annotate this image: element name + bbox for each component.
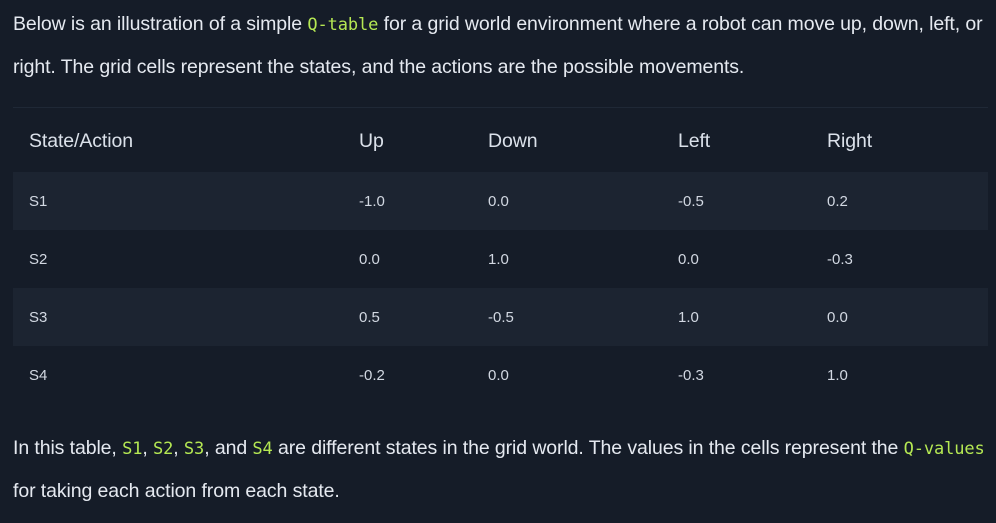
cell-up: -1.0 [343,172,472,230]
header-down: Down [488,130,538,152]
cell-down: 1.0 [472,230,662,288]
outro-text: In this table, [13,437,123,459]
cell-up: -0.2 [343,346,472,404]
cell-down: -0.5 [472,288,662,346]
cell-right: -0.3 [811,230,988,288]
cell-up: 0.0 [343,230,472,288]
table-top-divider [13,107,988,108]
outro-text: are different states in the grid world. … [272,437,904,459]
table-row: S3 0.5 -0.5 1.0 0.0 [13,288,988,346]
cell-state: S2 [13,230,343,288]
cell-state: S3 [13,288,343,346]
inline-code-s4: S4 [252,439,273,459]
cell-right: 1.0 [811,346,988,404]
cell-left: -0.3 [662,346,811,404]
outro-text: , and [204,437,253,459]
inline-code-s2: S2 [153,439,174,459]
outro-text: , [173,437,184,459]
table-row: S1 -1.0 0.0 -0.5 0.2 [13,172,988,230]
cell-left: -0.5 [662,172,811,230]
inline-code-q-values: Q-values [903,439,985,459]
inline-code-s1: S1 [122,439,143,459]
header-up: Up [359,130,384,152]
inline-code-s3: S3 [183,439,205,459]
intro-paragraph: Below is an illustration of a simple Q-t… [13,3,986,88]
outro-text: for taking each action from each state. [13,480,340,502]
cell-state: S1 [13,172,343,230]
table-row: S2 0.0 1.0 0.0 -0.3 [13,230,988,288]
q-table: State/Action Up Down Left Right S1 -1.0 … [13,111,988,404]
header-right: Right [827,130,873,152]
table-header-row: State/Action Up Down Left Right [13,111,988,172]
outro-text: , [142,437,153,459]
table-row: S4 -0.2 0.0 -0.3 1.0 [13,346,988,404]
header-left: Left [678,130,711,152]
intro-text-after: for a grid world environment where a rob… [13,13,983,78]
header-state-action: State/Action [29,130,133,152]
outro-paragraph: In this table, S1, S2, S3, and S4 are di… [13,427,986,512]
cell-right: 0.2 [811,172,988,230]
cell-down: 0.0 [472,346,662,404]
cell-left: 1.0 [662,288,811,346]
cell-left: 0.0 [662,230,811,288]
inline-code-q-table: Q-table [307,15,379,35]
cell-down: 0.0 [472,172,662,230]
intro-text-before: Below is an illustration of a simple [13,13,308,35]
cell-state: S4 [13,346,343,404]
cell-right: 0.0 [811,288,988,346]
cell-up: 0.5 [343,288,472,346]
